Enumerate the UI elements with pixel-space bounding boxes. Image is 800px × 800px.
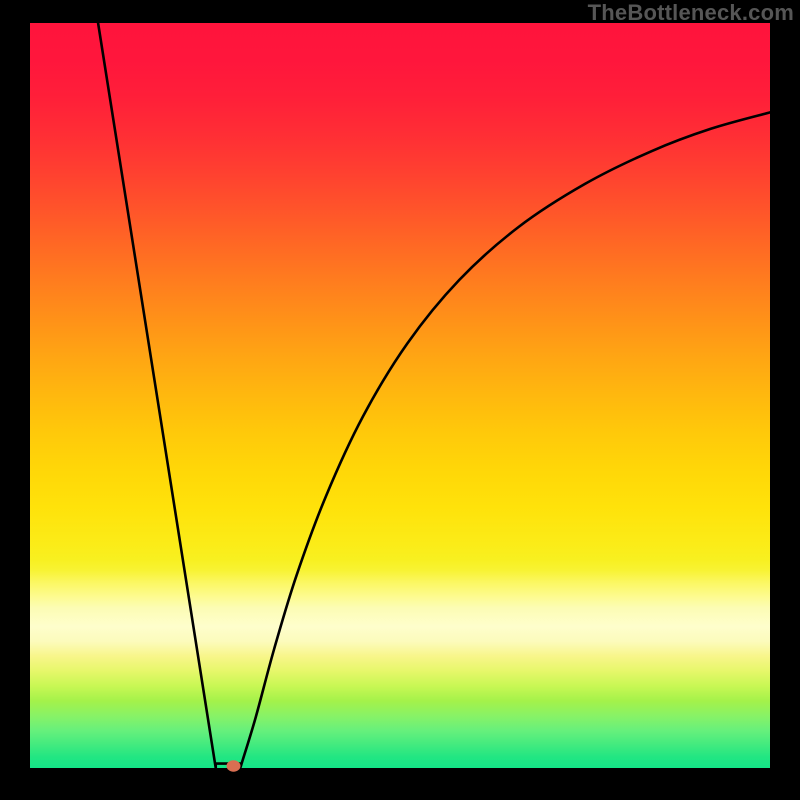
bottleneck-chart-svg xyxy=(0,0,800,800)
optimum-marker xyxy=(227,760,241,771)
watermark-text: TheBottleneck.com xyxy=(588,0,794,26)
chart-container: TheBottleneck.com xyxy=(0,0,800,800)
plot-area xyxy=(30,23,770,768)
